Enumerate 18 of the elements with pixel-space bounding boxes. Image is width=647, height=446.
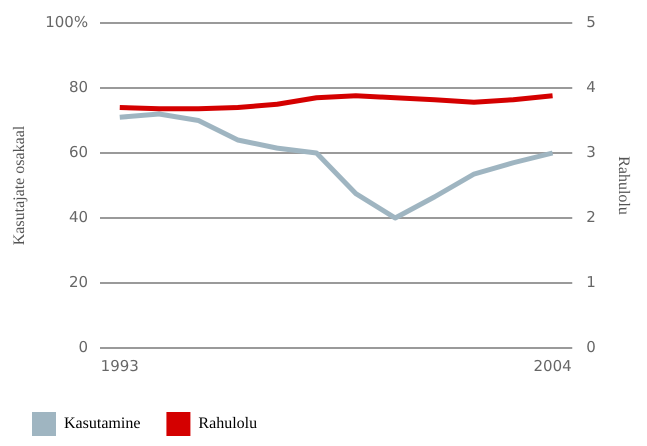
legend-label: Kasutamine (64, 415, 140, 432)
y2-tick-label: 4 (586, 78, 596, 96)
y-tick-label: 100% (45, 12, 88, 31)
y-tick-label: 80 (68, 78, 88, 96)
y2-tick-label: 1 (586, 272, 596, 291)
x-tick-label: 1993 (100, 356, 139, 375)
y-tick-label: 0 (78, 338, 88, 356)
y2-tick-label: 2 (586, 208, 596, 226)
y-tick-label: 40 (68, 208, 88, 226)
y2-axis-title: Rahulolu (615, 156, 632, 215)
y-tick-label: 20 (68, 272, 88, 291)
legend-label: Rahulolu (198, 415, 258, 432)
y2-tick-label: 0 (586, 338, 596, 356)
y2-tick-label: 3 (586, 142, 596, 161)
x-tick-label: 2004 (533, 356, 572, 375)
y-tick-label: 60 (68, 142, 88, 161)
y2-tick-label: 5 (586, 12, 596, 31)
y-axis-title: Kasutajate osakaal (10, 125, 28, 246)
